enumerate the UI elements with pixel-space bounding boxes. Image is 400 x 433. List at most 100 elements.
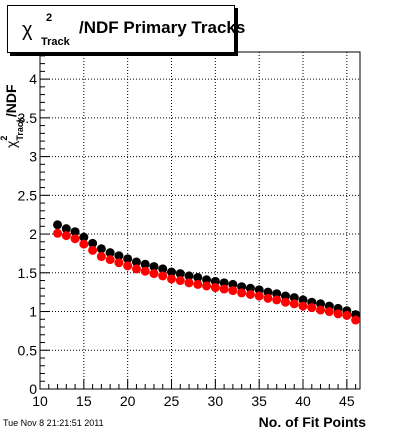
data-point (254, 285, 264, 295)
timestamp: Tue Nov 8 21:21:51 2011 (3, 418, 104, 428)
x-tick-label: 30 (208, 393, 224, 409)
data-points (53, 220, 361, 325)
data-point (149, 262, 159, 272)
data-point (272, 289, 282, 299)
y-axis-label: χ2 Track/NDF (0, 84, 25, 148)
title-box: χ 2 Track /NDF Primary Tracks (7, 5, 245, 53)
data-point (53, 228, 63, 238)
data-point (175, 269, 185, 279)
data-point (351, 315, 361, 325)
data-point (123, 261, 133, 271)
data-point (219, 284, 229, 294)
data-point (131, 257, 141, 267)
tick-labels: 10 15 20 25 30 35 40 45 0 0.5 1 1.5 2 2.5 3 3.5 4 (18, 71, 355, 409)
data-point (158, 271, 168, 281)
y-tick-label: 2 (29, 226, 37, 242)
data-point (254, 291, 264, 301)
x-axis-label: No. of Fit Points (259, 414, 367, 430)
x-tick-label: 35 (251, 393, 267, 409)
data-point (167, 274, 177, 284)
data-point (289, 293, 299, 303)
data-point (184, 278, 194, 288)
y-axis-label-suffix: /NDF (3, 84, 19, 117)
y-tick-label: 0 (29, 381, 37, 397)
x-tick-label: 20 (120, 393, 136, 409)
data-point (175, 276, 185, 286)
data-point (228, 279, 238, 289)
data-point (79, 239, 89, 249)
series-2 (53, 228, 361, 325)
data-point (79, 232, 89, 242)
data-point (70, 234, 80, 244)
y-tick-label: 3.5 (18, 110, 38, 126)
data-point (193, 272, 203, 282)
data-point (96, 244, 106, 254)
data-point (263, 293, 273, 303)
data-point (263, 287, 273, 297)
data-point (105, 248, 115, 258)
title-subscript: Track (41, 36, 70, 48)
data-point (307, 303, 317, 313)
x-tick-label: 15 (76, 393, 92, 409)
y-axis-label-chi: χ (3, 140, 19, 148)
data-point (202, 275, 212, 285)
data-point (114, 258, 124, 268)
data-point (70, 227, 80, 237)
data-point (324, 307, 334, 317)
y-tick-label: 1 (29, 304, 37, 320)
data-point (149, 269, 159, 279)
y-axis-label-sub: Track (15, 116, 25, 141)
data-point (280, 297, 290, 307)
grid-lines (39, 52, 360, 390)
data-point (61, 231, 71, 241)
data-point (298, 295, 308, 305)
data-point (237, 282, 247, 292)
data-point (184, 271, 194, 281)
data-point (245, 289, 255, 299)
data-point (140, 266, 150, 276)
data-point (202, 281, 212, 291)
data-point (210, 283, 220, 293)
data-point (219, 278, 229, 288)
data-point (342, 310, 352, 320)
data-point (88, 238, 98, 248)
y-tick-label: 0.5 (18, 342, 38, 358)
data-point (167, 267, 177, 277)
data-point (289, 299, 299, 309)
data-point (245, 283, 255, 293)
data-point (280, 291, 290, 301)
data-point (61, 224, 71, 234)
data-point (210, 276, 220, 286)
data-point (131, 264, 141, 274)
data-point (316, 305, 326, 315)
data-point (333, 309, 343, 319)
data-point (237, 288, 247, 298)
data-point (53, 220, 63, 230)
x-tick-label: 45 (339, 393, 355, 409)
x-tick-label: 10 (32, 393, 48, 409)
data-point (114, 251, 124, 261)
chart-title: /NDF Primary Tracks (79, 18, 246, 37)
data-point (228, 286, 238, 296)
y-tick-label: 3 (29, 149, 37, 165)
x-tick-label: 40 (295, 393, 311, 409)
data-point (140, 259, 150, 269)
y-tick-label: 1.5 (18, 265, 38, 281)
title-chi-symbol: χ (22, 19, 33, 41)
data-point (158, 264, 168, 274)
axis-ticks (39, 55, 357, 390)
data-point (272, 295, 282, 305)
plot-frame (39, 51, 361, 390)
y-tick-label: 2.5 (18, 187, 38, 203)
data-point (316, 299, 326, 309)
data-point (123, 254, 133, 264)
data-point (193, 279, 203, 289)
series-1 (53, 220, 361, 320)
y-tick-label: 4 (29, 71, 37, 87)
data-point (96, 252, 106, 262)
title-superscript: 2 (46, 12, 53, 24)
x-tick-label: 25 (164, 393, 180, 409)
data-point (105, 255, 115, 265)
